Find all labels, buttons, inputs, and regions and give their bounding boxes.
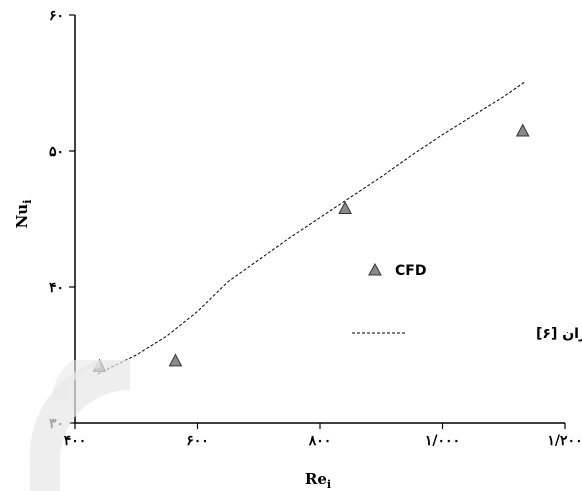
x-axis-title-main: Re [305, 470, 327, 488]
series-line-jamshidi [97, 81, 526, 375]
svg-text:Rei: Rei [305, 470, 331, 491]
data-point-cfd [338, 201, 352, 215]
y-tick-label: ۵۰ [49, 144, 64, 160]
legend: CFD جمشیدی و همکاران [۶] [352, 262, 582, 342]
data-point-cfd [168, 353, 183, 367]
watermark-shape [29, 360, 130, 491]
y-axis-title-sub: i [21, 200, 34, 204]
data-point-cfd [515, 123, 530, 137]
y-tick-label: ۶۰ [49, 8, 64, 24]
x-tick-label: ۸۰۰ [308, 433, 332, 449]
x-tick-label: ۶۰۰ [186, 433, 209, 449]
y-axis-title: Nui [13, 200, 34, 229]
x-tick-label: ۱/۲۰۰ [547, 433, 582, 449]
y-tick-label: ۴۰ [49, 280, 64, 296]
series-line-group [97, 81, 526, 375]
x-axis-title: Rei [305, 470, 331, 491]
series-points-group [92, 123, 530, 372]
y-axis-title-main: Nu [13, 204, 31, 229]
legend-cfd-label: CFD [395, 263, 426, 279]
x-axis-title-sub: i [327, 478, 331, 491]
x-tick-label: ۴۰۰ [64, 433, 87, 449]
legend-line-label: جمشیدی و همکاران [۶] [536, 326, 582, 342]
legend-cfd-marker [368, 262, 382, 276]
axes [69, 14, 566, 429]
x-tick-label: ۱/۰۰۰ [425, 433, 460, 449]
svg-text:Nui: Nui [13, 200, 34, 229]
